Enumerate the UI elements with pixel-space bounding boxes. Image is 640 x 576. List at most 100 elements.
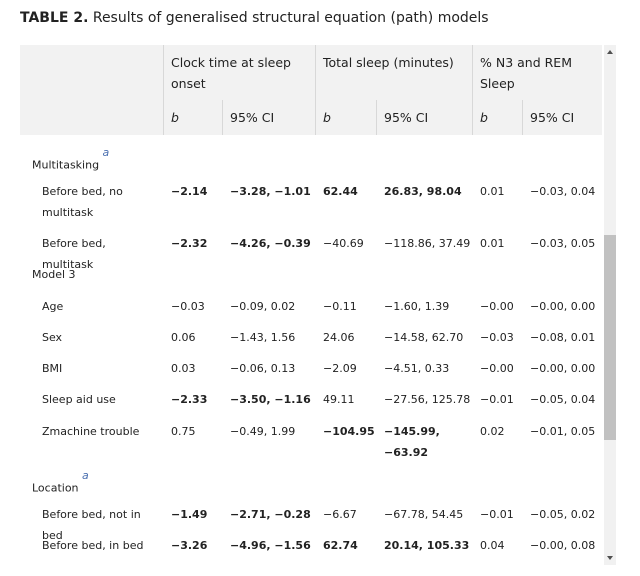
table-cell: −0.03, 0.05 xyxy=(530,237,596,250)
section-label: Location a xyxy=(32,469,162,499)
label-text: Before bed, no multitask xyxy=(42,185,123,219)
table-cell: −0.08, 0.01 xyxy=(530,331,596,344)
scroll-thumb[interactable] xyxy=(604,235,616,440)
table-cell: −0.00, 0.08 xyxy=(530,539,596,552)
table-cell: −0.00, 0.00 xyxy=(530,362,596,375)
label-text: Before bed, in bed xyxy=(42,539,144,552)
table-cell: 49.11 xyxy=(323,393,355,406)
row-label: Age xyxy=(42,296,160,317)
table-cell: 0.75 xyxy=(171,425,196,438)
table: Clock time at sleep onset Total sleep (mi… xyxy=(20,45,602,565)
label-text: Model 3 xyxy=(32,268,76,281)
table-cell: 0.01 xyxy=(480,237,505,250)
header-divider xyxy=(472,45,473,135)
table-cell: −4.51, 0.33 xyxy=(384,362,450,375)
table-cell: 62.74 xyxy=(323,539,358,552)
table-cell: 0.01 xyxy=(480,185,505,198)
header-divider xyxy=(376,100,377,135)
row-label: Before bed, multitask xyxy=(42,233,160,275)
table-cell: −6.67 xyxy=(323,508,357,521)
title-label: TABLE 2. xyxy=(20,10,89,26)
table-cell: 62.44 xyxy=(323,185,358,198)
table-cell: −0.49, 1.99 xyxy=(230,425,296,438)
table-cell: −3.26 xyxy=(171,539,208,552)
header-divider xyxy=(163,45,164,135)
table-cell: −2.32 xyxy=(171,237,208,250)
label-text: BMI xyxy=(42,362,63,375)
label-text: Age xyxy=(42,300,64,313)
sub-header: 95% CI xyxy=(230,110,275,125)
table-cell: −118.86, 37.49 xyxy=(384,237,471,250)
label-text: Zmachine trouble xyxy=(42,425,140,438)
table-cell: −0.01 xyxy=(480,508,514,521)
table-cell: 20.14, 105.33 xyxy=(384,539,470,552)
table-cell: −2.14 xyxy=(171,185,208,198)
table-cell: −2.71, −0.28 xyxy=(230,508,311,521)
sub-header: 95% CI xyxy=(384,110,429,125)
table-cell: −2.33 xyxy=(171,393,208,406)
table-cell: 26.83, 98.04 xyxy=(384,185,462,198)
table-cell: −67.78, 54.45 xyxy=(384,508,464,521)
table-cell: −4.96, −1.56 xyxy=(230,539,311,552)
table-cell: 24.06 xyxy=(323,331,355,344)
label-text: Before bed, multitask xyxy=(42,237,106,271)
table-cell: −0.00, 0.00 xyxy=(530,300,596,313)
table-cell: 0.02 xyxy=(480,425,505,438)
table-cell: −0.03, 0.04 xyxy=(530,185,596,198)
table-cell: 0.04 xyxy=(480,539,505,552)
row-label: Sex xyxy=(42,327,160,348)
footnote-marker[interactable]: a xyxy=(78,469,89,482)
table-cell: −0.11 xyxy=(323,300,357,313)
table-cell: −0.03 xyxy=(171,300,205,313)
table-cell: −0.03 xyxy=(480,331,514,344)
table-cell: −145.99, −63.92 xyxy=(384,425,440,459)
table-header xyxy=(20,45,602,135)
label-text: Sex xyxy=(42,331,63,344)
header-divider xyxy=(222,100,223,135)
table-cell: −0.06, 0.13 xyxy=(230,362,296,375)
section-label: Multitasking a xyxy=(32,146,162,176)
table-cell: −14.58, 62.70 xyxy=(384,331,464,344)
table-cell: −40.69 xyxy=(323,237,364,250)
table-cell: −1.43, 1.56 xyxy=(230,331,296,344)
label-text: Before bed, not in bed xyxy=(42,508,141,542)
sub-header: b xyxy=(171,110,179,125)
table-cell: −104.95 xyxy=(323,425,375,438)
label-text: Sleep aid use xyxy=(42,393,116,406)
table-cell: −3.28, −1.01 xyxy=(230,185,311,198)
sub-header: 95% CI xyxy=(530,110,575,125)
table-cell: −0.05, 0.02 xyxy=(530,508,596,521)
label-text: Multitasking xyxy=(32,158,100,172)
sub-header: b xyxy=(323,110,331,125)
table-cell: −0.05, 0.04 xyxy=(530,393,596,406)
group-header: Clock time at sleep onset xyxy=(171,55,291,91)
sub-header: b xyxy=(480,110,488,125)
row-label: Before bed, no multitask xyxy=(42,181,160,223)
row-label: Before bed, in bed xyxy=(42,535,160,556)
scroll-arrows xyxy=(607,50,613,560)
table-cell: −1.49 xyxy=(171,508,208,521)
table-cell: −0.00 xyxy=(480,362,514,375)
table-cell: −0.00 xyxy=(480,300,514,313)
table-title: TABLE 2. Results of generalised structur… xyxy=(20,10,489,26)
label-text: Location xyxy=(32,481,79,495)
table-cell: −0.01 xyxy=(480,393,514,406)
group-header: Total sleep (minutes) xyxy=(323,55,454,70)
section-label: Model 3 xyxy=(32,264,162,285)
row-label: Before bed, not in bed xyxy=(42,504,160,546)
row-label: Sleep aid use xyxy=(42,389,160,410)
header-divider xyxy=(315,45,316,135)
table-cell: 0.03 xyxy=(171,362,196,375)
table-cell: −27.56, 125.78 xyxy=(384,393,471,406)
table-cell: −3.50, −1.16 xyxy=(230,393,311,406)
title-text: Results of generalised structural equati… xyxy=(92,10,489,26)
footnote-marker[interactable]: a xyxy=(99,146,110,159)
row-label: Zmachine trouble xyxy=(42,421,160,442)
table-cell: 0.06 xyxy=(171,331,196,344)
table-cell: −0.01, 0.05 xyxy=(530,425,596,438)
header-divider xyxy=(522,100,523,135)
row-label: BMI xyxy=(42,358,160,379)
table-cell: −1.60, 1.39 xyxy=(384,300,450,313)
group-header: % N3 and REM Sleep xyxy=(480,55,572,91)
